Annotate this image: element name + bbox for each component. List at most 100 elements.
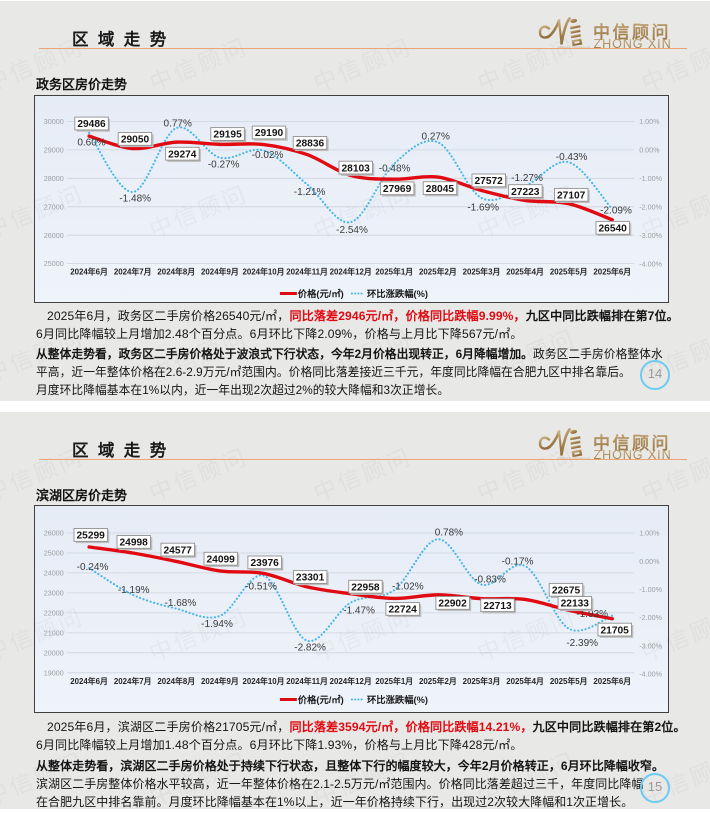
svg-text:2025年2月: 2025年2月: [419, 266, 457, 276]
svg-text:22713: 22713: [483, 600, 512, 611]
svg-text:27572: 27572: [475, 176, 504, 187]
svg-text:-1.69%: -1.69%: [467, 202, 499, 213]
svg-text:环比涨跌幅(%): 环比涨跌幅(%): [367, 288, 428, 299]
svg-text:29000: 29000: [44, 146, 64, 155]
svg-text:26000: 26000: [44, 528, 64, 537]
svg-text:22902: 22902: [438, 598, 467, 609]
svg-text:29195: 29195: [213, 130, 242, 141]
svg-text:29050: 29050: [121, 135, 150, 146]
svg-text:-2.82%: -2.82%: [294, 642, 326, 653]
svg-text:2024年9月: 2024年9月: [201, 675, 239, 685]
svg-text:22133: 22133: [561, 598, 590, 609]
svg-text:28045: 28045: [426, 184, 455, 195]
svg-text:28103: 28103: [342, 163, 371, 174]
svg-text:-1.68%: -1.68%: [165, 597, 197, 608]
svg-text:1.00%: 1.00%: [639, 528, 660, 537]
svg-text:24000: 24000: [44, 568, 64, 577]
svg-text:2024年12月: 2024年12月: [330, 675, 372, 685]
svg-text:22958: 22958: [351, 582, 380, 593]
svg-text:25000: 25000: [44, 259, 64, 268]
svg-text:21000: 21000: [44, 628, 64, 637]
svg-text:28000: 28000: [44, 174, 64, 183]
svg-text:价格(元/㎡): 价格(元/㎡): [298, 693, 344, 704]
svg-text:27107: 27107: [557, 191, 586, 202]
svg-text:-0.17%: -0.17%: [502, 556, 534, 567]
svg-text:-0.27%: -0.27%: [208, 160, 240, 171]
svg-text:28836: 28836: [296, 139, 325, 150]
svg-text:0.77%: 0.77%: [164, 119, 192, 130]
svg-text:zhongxinguwen.cn: zhongxinguwen.cn: [558, 456, 590, 460]
svg-text:2024年6月: 2024年6月: [70, 266, 108, 276]
svg-text:27969: 27969: [383, 184, 412, 195]
svg-text:2024年11月: 2024年11月: [286, 266, 328, 276]
svg-text:29190: 29190: [255, 128, 284, 139]
svg-text:2025年6月: 2025年6月: [593, 266, 631, 276]
svg-text:-1.19%: -1.19%: [118, 585, 150, 596]
svg-text:-0.51%: -0.51%: [245, 581, 277, 592]
svg-text:-3.00%: -3.00%: [639, 231, 662, 240]
svg-text:20000: 20000: [44, 648, 64, 657]
svg-text:0.78%: 0.78%: [435, 527, 463, 538]
svg-text:-4.00%: -4.00%: [639, 259, 662, 268]
svg-text:2024年7月: 2024年7月: [114, 266, 152, 276]
svg-text:-2.09%: -2.09%: [600, 206, 632, 217]
svg-text:环比涨跌幅(%): 环比涨跌幅(%): [367, 693, 428, 704]
svg-text:22724: 22724: [389, 604, 418, 615]
svg-text:19000: 19000: [44, 668, 64, 677]
svg-text:2024年6月: 2024年6月: [70, 675, 108, 685]
svg-text:2025年1月: 2025年1月: [375, 675, 413, 685]
svg-text:-0.48%: -0.48%: [379, 164, 411, 175]
svg-text:-1.27%: -1.27%: [511, 173, 543, 184]
svg-text:2024年10月: 2024年10月: [242, 675, 284, 685]
svg-text:-3.00%: -3.00%: [639, 641, 662, 650]
svg-text:2024年8月: 2024年8月: [157, 675, 195, 685]
svg-text:2025年6月: 2025年6月: [593, 675, 631, 685]
svg-text:2025年4月: 2025年4月: [506, 266, 544, 276]
svg-text:2024年8月: 2024年8月: [157, 266, 195, 276]
svg-text:2025年1月: 2025年1月: [375, 266, 413, 276]
svg-text:0.27%: 0.27%: [422, 132, 450, 143]
svg-text:22675: 22675: [552, 585, 581, 596]
svg-text:24099: 24099: [207, 554, 236, 565]
svg-text:-1.00%: -1.00%: [639, 174, 662, 183]
svg-text:24577: 24577: [164, 545, 193, 556]
svg-text:-1.94%: -1.94%: [201, 618, 233, 629]
svg-text:2025年5月: 2025年5月: [550, 675, 588, 685]
svg-text:26000: 26000: [44, 231, 64, 240]
svg-text:25000: 25000: [44, 548, 64, 557]
svg-text:0.00%: 0.00%: [639, 556, 660, 565]
svg-text:2024年7月: 2024年7月: [114, 675, 152, 685]
svg-text:2024年11月: 2024年11月: [286, 675, 328, 685]
svg-text:2025年4月: 2025年4月: [506, 675, 544, 685]
svg-text:1.00%: 1.00%: [639, 117, 660, 126]
svg-text:23976: 23976: [251, 558, 280, 569]
svg-text:-1.02%: -1.02%: [392, 581, 424, 592]
svg-text:2024年12月: 2024年12月: [330, 266, 372, 276]
svg-text:22000: 22000: [44, 608, 64, 617]
svg-text:0.00%: 0.00%: [639, 146, 660, 155]
svg-text:-2.54%: -2.54%: [336, 225, 368, 236]
svg-text:-0.83%: -0.83%: [474, 574, 506, 585]
svg-text:-2.00%: -2.00%: [639, 613, 662, 622]
svg-text:-1.00%: -1.00%: [639, 585, 662, 594]
svg-text:-1.93%: -1.93%: [576, 608, 608, 619]
svg-text:zhongxinguwen.cn: zhongxinguwen.cn: [558, 45, 590, 49]
svg-text:23000: 23000: [44, 588, 64, 597]
svg-text:-1.47%: -1.47%: [343, 605, 375, 616]
svg-text:-2.00%: -2.00%: [639, 202, 662, 211]
svg-text:-1.21%: -1.21%: [294, 187, 326, 198]
svg-text:23301: 23301: [296, 572, 325, 583]
svg-text:26540: 26540: [599, 224, 628, 235]
svg-text:-0.02%: -0.02%: [252, 150, 284, 161]
svg-text:-4.00%: -4.00%: [639, 669, 662, 678]
svg-text:21705: 21705: [601, 625, 630, 636]
svg-text:2025年5月: 2025年5月: [550, 266, 588, 276]
svg-text:29486: 29486: [77, 119, 106, 130]
svg-text:-1.48%: -1.48%: [119, 194, 151, 205]
svg-text:-0.24%: -0.24%: [77, 562, 109, 573]
svg-text:价格(元/㎡): 价格(元/㎡): [298, 288, 344, 299]
svg-text:-0.43%: -0.43%: [556, 152, 588, 163]
svg-text:2025年3月: 2025年3月: [463, 266, 501, 276]
svg-text:29274: 29274: [168, 149, 197, 160]
svg-text:2025年3月: 2025年3月: [463, 675, 501, 685]
